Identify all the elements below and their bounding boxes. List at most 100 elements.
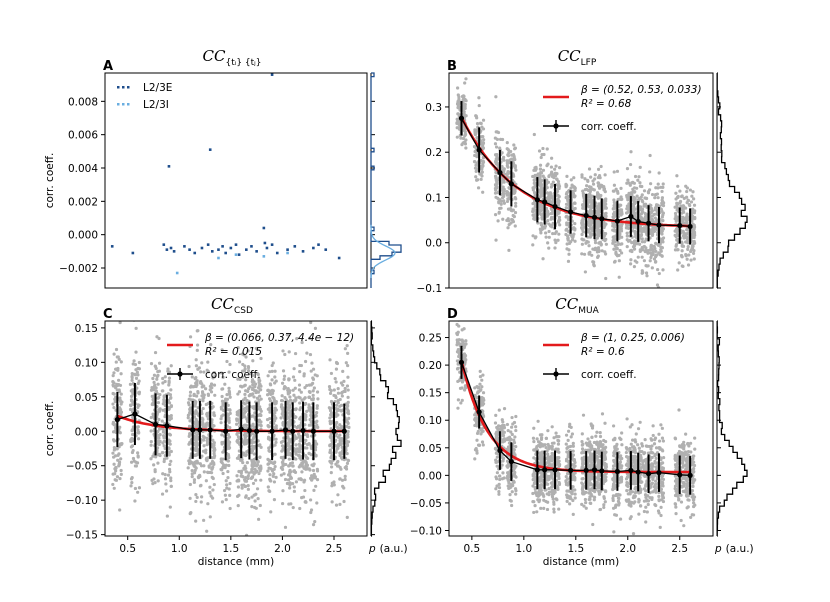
gray-point [464,138,468,142]
gray-point [266,485,270,489]
gray-point [250,476,254,480]
gray-point [455,102,460,106]
gray-point [612,228,617,232]
gray-point [565,227,569,231]
gray-point [539,184,543,188]
point-l23i [175,271,179,275]
gray-point [112,462,116,466]
y-tick-label: 0.2 [425,147,442,159]
gray-point [341,369,345,374]
gray-point [273,416,277,420]
gray-point [244,494,248,498]
mean-point [164,423,170,429]
panel-title: CCCSD [211,295,253,316]
gray-point [499,202,503,206]
gray-point [656,182,660,186]
gray-point [221,387,225,391]
gray-point [585,239,589,244]
gray-point [283,352,287,357]
gray-point [312,462,316,466]
gray-point [301,461,305,466]
gray-point [642,189,647,193]
gray-point [211,424,215,428]
gray-point [200,423,205,427]
point-l23e [245,248,248,251]
gray-point [300,340,304,345]
gray-point [157,409,162,413]
gray-point [500,418,504,422]
gray-point [653,246,657,251]
gray-point [280,394,284,398]
gray-point [305,409,309,414]
gray-point [168,462,172,467]
gray-point [593,241,598,245]
gray-point [619,229,624,233]
gray-point [206,392,210,396]
gray-point [243,392,247,397]
gray-point [588,199,592,203]
gray-point [308,336,312,341]
gray-point [654,218,659,222]
gray-point [246,389,250,394]
gray-point [495,430,499,434]
gray-point [674,191,678,195]
y-tick-label: 0.006 [68,130,98,142]
gray-point [643,249,647,254]
gray-point [188,482,192,487]
gray-point [678,189,682,193]
gray-point [686,247,690,251]
gray-point [212,443,216,447]
gray-point [512,438,516,442]
gray-point [506,154,511,158]
gray-point [502,430,506,434]
gray-point [498,477,502,482]
gray-point [161,402,165,406]
gray-point [237,390,242,394]
gray-point [336,391,341,395]
legend-coeff-marker [553,123,559,129]
gray-point [660,229,664,233]
gray-point [497,492,501,496]
gray-point [259,478,263,482]
gray-point [169,364,173,368]
gray-point [268,370,272,374]
gray-point [113,423,117,427]
gray-point [228,362,232,367]
gray-point [611,235,615,240]
gray-point [305,433,309,437]
gray-point [692,203,697,207]
gray-point [566,221,571,226]
gray-point [674,216,678,220]
gray-point [690,208,694,212]
gray-point [136,431,140,435]
gray-point [547,174,551,179]
gray-point [117,378,121,382]
gray-point [201,434,205,438]
gray-point [625,181,629,185]
gray-point [346,388,350,392]
gray-point [496,219,500,223]
gray-point [111,383,115,387]
gray-point [188,432,192,436]
gray-point [269,466,273,471]
gray-point [684,234,688,238]
gray-point [691,228,695,232]
gray-point [638,196,642,200]
gray-point [634,232,638,236]
gray-point [463,81,467,85]
gray-point [463,132,468,137]
gray-point [480,378,484,382]
gray-point [280,381,285,385]
gray-point [202,444,206,448]
gray-point [245,405,249,409]
gray-point [690,194,694,198]
gray-point [162,444,166,448]
gray-point [309,498,313,502]
gray-point [617,234,622,238]
gray-point [224,497,228,502]
gray-point [580,223,584,227]
gray-point [224,479,228,483]
gray-point [538,163,543,167]
gray-point [136,381,140,386]
gray-point [268,410,272,414]
